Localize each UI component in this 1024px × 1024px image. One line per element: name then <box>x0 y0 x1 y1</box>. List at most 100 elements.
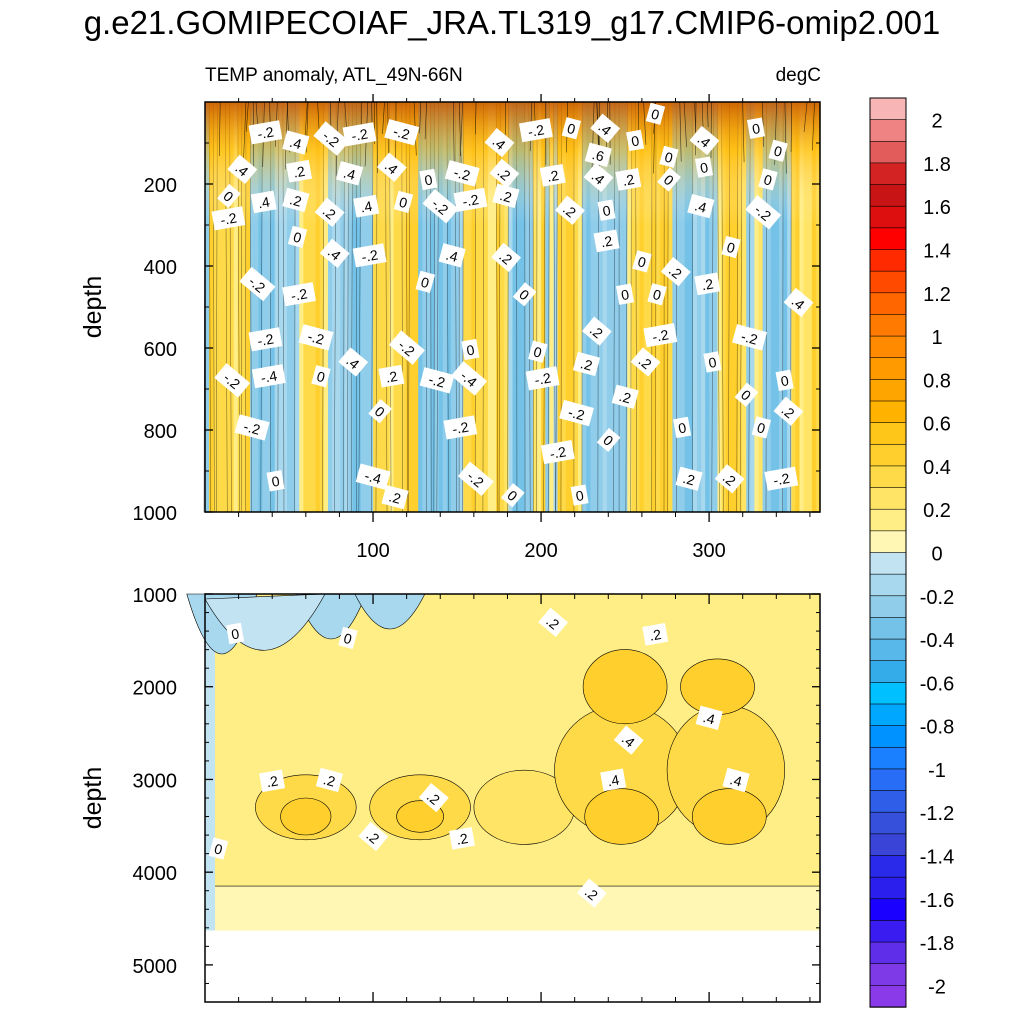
contour-label: 0 <box>597 199 616 221</box>
colorbar-swatch <box>869 140 907 164</box>
colorbar-swatch <box>869 443 907 467</box>
contour-label: 0 <box>657 167 681 192</box>
contour-label-text: 0 <box>707 354 718 371</box>
contour-label-text: 0 <box>423 171 434 188</box>
colorbar-swatch <box>869 963 907 987</box>
contour-label: .2 <box>581 316 612 346</box>
colorbar-swatch <box>869 876 907 900</box>
colorbar-label: -1.2 <box>920 803 954 825</box>
colorbar-label: 1 <box>931 327 942 349</box>
colorbar-swatch <box>869 617 907 640</box>
lower-axes: 1000 2000 3000 4000 5000 <box>133 585 820 1002</box>
contour-label: .2 <box>358 821 389 852</box>
contour-label: 0 <box>751 416 772 439</box>
contour-label-text: 0 <box>532 343 544 361</box>
colorbar-swatch <box>869 811 907 835</box>
colorbar-label: -1.4 <box>920 847 954 869</box>
colorbar-swatch <box>869 422 907 445</box>
contour-label-text: .2 <box>617 388 633 407</box>
colorbar-swatch <box>869 855 907 878</box>
colorbar-swatch <box>869 985 907 1008</box>
contour-label: -.2 <box>248 120 283 145</box>
contour-label: 0 <box>673 416 692 439</box>
contour-label-text: 0 <box>751 120 762 137</box>
contour-label: 0 <box>734 382 759 407</box>
lower-plot-area: 0 0 .2 .2 .4 .4 .2 .2 .2 .4 .4 .2 .2 0 .2 <box>186 593 820 1002</box>
colorbar-swatch <box>869 400 907 424</box>
contour-label: 0 <box>287 225 308 248</box>
contour-label: -.2 <box>211 206 246 231</box>
colorbar-swatch <box>869 920 907 943</box>
contour-label-text: 0 <box>651 286 663 304</box>
upper-subtitle-right: degC <box>776 65 821 86</box>
contour-label: .2 <box>576 878 607 908</box>
contour-label: .4 <box>695 705 723 730</box>
contour-label: -.2 <box>388 330 425 365</box>
colorbar-swatch <box>869 941 907 965</box>
contour-label: 0 <box>775 369 794 391</box>
contour-label: .4 <box>282 130 310 155</box>
contour-label: -.2 <box>457 461 494 497</box>
contour-label: .2 <box>675 466 703 491</box>
contour-label: .2 <box>694 272 721 296</box>
contour-label: .4 <box>227 154 258 184</box>
contour-label: -.2 <box>313 121 350 156</box>
contour-label-text: 0 <box>565 120 577 138</box>
contour-label: -.2 <box>239 266 276 302</box>
contour-label-text: .4 <box>342 165 358 184</box>
contour-label-text: .4 <box>257 193 271 211</box>
contour-label-text: -.2 <box>242 418 262 438</box>
contour-label: -.2 <box>234 414 270 441</box>
colorbar-swatch <box>869 119 907 142</box>
contour-label-text: .2 <box>621 171 635 189</box>
colorbar-swatch <box>869 552 907 575</box>
colorbar: 2 1.8 1.6 1.4 1.2 1 0.8 0.6 0.4 0.2 0 -0.2 -0.4 -0.6 -… <box>869 97 954 1008</box>
contour-label: .4 <box>376 152 407 182</box>
colorbar-swatch <box>869 487 907 510</box>
contour-label-text: .4 <box>693 197 709 216</box>
colorbar-label: -0.6 <box>920 673 954 695</box>
contour-label: .2 <box>282 187 310 213</box>
page-title: g.e21.GOMIPECOIAF_JRA.TL319_g17.CMIP6-om… <box>83 4 941 41</box>
upper-xtick-label: 300 <box>692 540 725 562</box>
colorbar-label: 0.2 <box>923 500 951 522</box>
colorbar-swatch <box>869 162 907 186</box>
contour-label: .4 <box>319 238 350 268</box>
contour-label-text: .4 <box>359 198 373 216</box>
contour-label: -.2 <box>352 243 387 268</box>
contour-label-text: .4 <box>288 134 304 153</box>
colorbar-label: 1.4 <box>923 241 951 263</box>
contour-label: -.2 <box>732 324 767 351</box>
contour-label: .2 <box>315 767 343 793</box>
contour-label: 0 <box>338 626 358 650</box>
contour-label-text: .2 <box>265 772 279 790</box>
colorbar-label: -0.8 <box>920 717 954 739</box>
colorbar-swatch <box>869 379 907 402</box>
contour-label: -.2 <box>540 440 575 465</box>
contour-label: .4 <box>336 161 364 186</box>
upper-plot-area: -.2.4 -.2 -.2 -.2.4-.2 0.400.400.4.2.4.40 -.2… <box>203 101 821 513</box>
contour-label: -.2 <box>298 324 334 351</box>
contour-label-text: .2 <box>455 830 469 848</box>
contour-label-text: -.2 <box>739 328 759 348</box>
contour-label: .2 <box>539 163 566 187</box>
contour-label-text: -.2 <box>548 443 567 462</box>
contour-label-text: -.2 <box>566 404 586 424</box>
contour-label-text: 0 <box>574 487 585 504</box>
contour-label: -.2 <box>643 323 678 348</box>
colorbar-label: 0 <box>931 544 942 566</box>
contour-label: 0 <box>626 129 645 152</box>
colorbar-label: -2 <box>928 976 946 998</box>
contour-label-text: .2 <box>387 488 403 507</box>
contour-label: -.2 <box>518 118 553 143</box>
contour-label: 0 <box>758 168 778 191</box>
colorbar-swatch <box>869 314 907 337</box>
contour-label-text: .2 <box>498 187 514 206</box>
upper-ytick-label: 800 <box>144 421 177 443</box>
contour-label: .2 <box>491 242 522 273</box>
contour-label: 0 <box>216 183 241 209</box>
colorbar-swatch <box>869 292 907 316</box>
lower-ytick-label: 2000 <box>133 678 178 700</box>
contour-label-text: .2 <box>384 368 398 386</box>
